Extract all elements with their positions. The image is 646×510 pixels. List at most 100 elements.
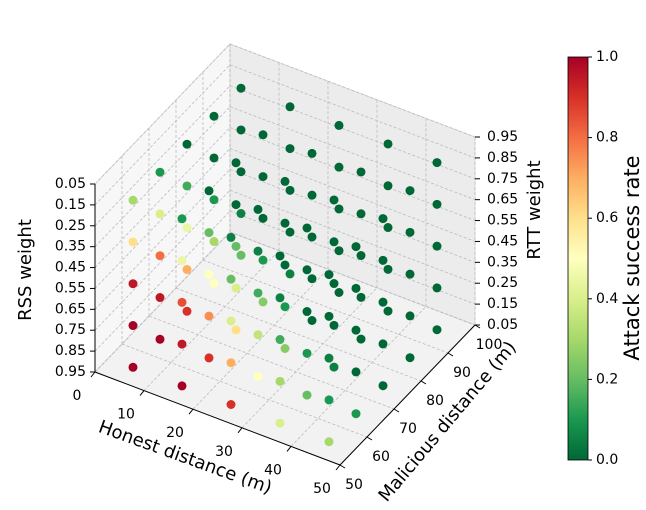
grid-line	[241, 287, 378, 429]
data-point	[356, 251, 366, 261]
data-point	[285, 227, 295, 237]
data-point	[231, 200, 241, 210]
grid-line	[229, 148, 476, 242]
data-point	[253, 330, 263, 340]
grid-line	[94, 106, 231, 247]
data-point	[280, 302, 290, 312]
data-point	[253, 288, 263, 298]
data-point	[231, 241, 241, 251]
grid-line	[202, 259, 449, 354]
data-point	[280, 344, 290, 353]
data-point	[302, 307, 312, 317]
data-point	[253, 372, 263, 381]
data-point	[209, 111, 219, 121]
data-point	[226, 316, 236, 326]
data-point	[324, 311, 334, 321]
grid-line	[94, 85, 231, 227]
data-point	[334, 246, 344, 256]
data-point	[324, 395, 334, 405]
data-point	[302, 265, 312, 275]
data-point	[378, 255, 388, 265]
data-point	[351, 325, 361, 335]
data-point	[302, 390, 312, 400]
grid-line	[229, 231, 476, 326]
data-point	[329, 279, 339, 289]
axis-line	[94, 371, 341, 466]
data-point	[204, 228, 214, 238]
colorbar-tick-label: 0.8	[596, 130, 618, 146]
data-point	[405, 186, 415, 196]
data-point	[356, 292, 366, 302]
z2-tick-label: 0.85	[55, 343, 86, 359]
grid-line	[229, 106, 476, 201]
z2-tick-label: 0.15	[55, 197, 86, 213]
data-point	[177, 339, 187, 349]
data-point	[351, 242, 361, 252]
data-point	[356, 334, 366, 344]
z2-tick-label: 0.65	[55, 301, 86, 317]
data-point	[204, 186, 214, 196]
z2-tick-label: 0.35	[55, 239, 86, 255]
x-tick-label: 20	[166, 425, 184, 441]
data-point	[226, 232, 236, 242]
data-point	[307, 190, 317, 200]
data-point	[285, 102, 295, 112]
data-point	[177, 381, 187, 391]
data-point	[351, 409, 361, 419]
x-tick	[188, 408, 194, 415]
data-point	[334, 162, 344, 172]
z2-tick-label: 0.05	[55, 176, 86, 192]
data-point	[334, 204, 344, 214]
z2-tick-label: 0.95	[55, 364, 86, 380]
data-point	[236, 209, 246, 219]
data-point	[226, 274, 236, 284]
data-point	[351, 283, 361, 293]
data-point	[405, 227, 415, 237]
grid-line	[229, 64, 476, 159]
data-point	[155, 334, 165, 344]
data-point	[307, 232, 317, 242]
x-tick-label: 40	[264, 462, 282, 478]
data-point	[324, 353, 334, 363]
data-point	[307, 316, 317, 325]
y-tick-label: 80	[426, 393, 444, 409]
data-point	[155, 293, 165, 303]
z-tick-label: 0.35	[487, 254, 518, 270]
data-point	[285, 144, 295, 154]
data-point	[177, 214, 187, 224]
x-tick-label: 10	[117, 407, 135, 423]
data-point	[280, 176, 290, 186]
data-point	[155, 251, 165, 261]
data-point	[209, 153, 219, 163]
z-tick-label: 0.95	[487, 129, 518, 145]
data-point	[405, 311, 415, 321]
data-point	[236, 250, 246, 260]
x-tick-label: 50	[313, 481, 331, 497]
data-point	[177, 297, 187, 307]
z-tick-label: 0.55	[487, 213, 518, 229]
z2-tick-label: 0.45	[55, 260, 86, 276]
data-point	[182, 306, 192, 316]
x-tick	[286, 446, 292, 452]
grid-line	[229, 85, 476, 180]
data-point	[324, 437, 334, 447]
grid-line	[192, 268, 329, 410]
data-point	[258, 213, 268, 223]
z-tick-label: 0.05	[487, 317, 518, 333]
data-point	[128, 195, 138, 205]
data-point	[302, 223, 312, 233]
data-point	[236, 125, 246, 135]
data-point	[209, 278, 219, 288]
data-point	[226, 400, 236, 409]
data-point	[383, 181, 393, 191]
data-point	[405, 353, 415, 363]
data-point	[280, 218, 290, 228]
x-tick	[139, 390, 145, 396]
data-point	[329, 320, 339, 330]
data-point	[378, 381, 388, 391]
data-point	[378, 297, 388, 307]
grid-line	[94, 148, 231, 289]
data-point	[329, 362, 339, 372]
grid-line	[175, 287, 422, 382]
